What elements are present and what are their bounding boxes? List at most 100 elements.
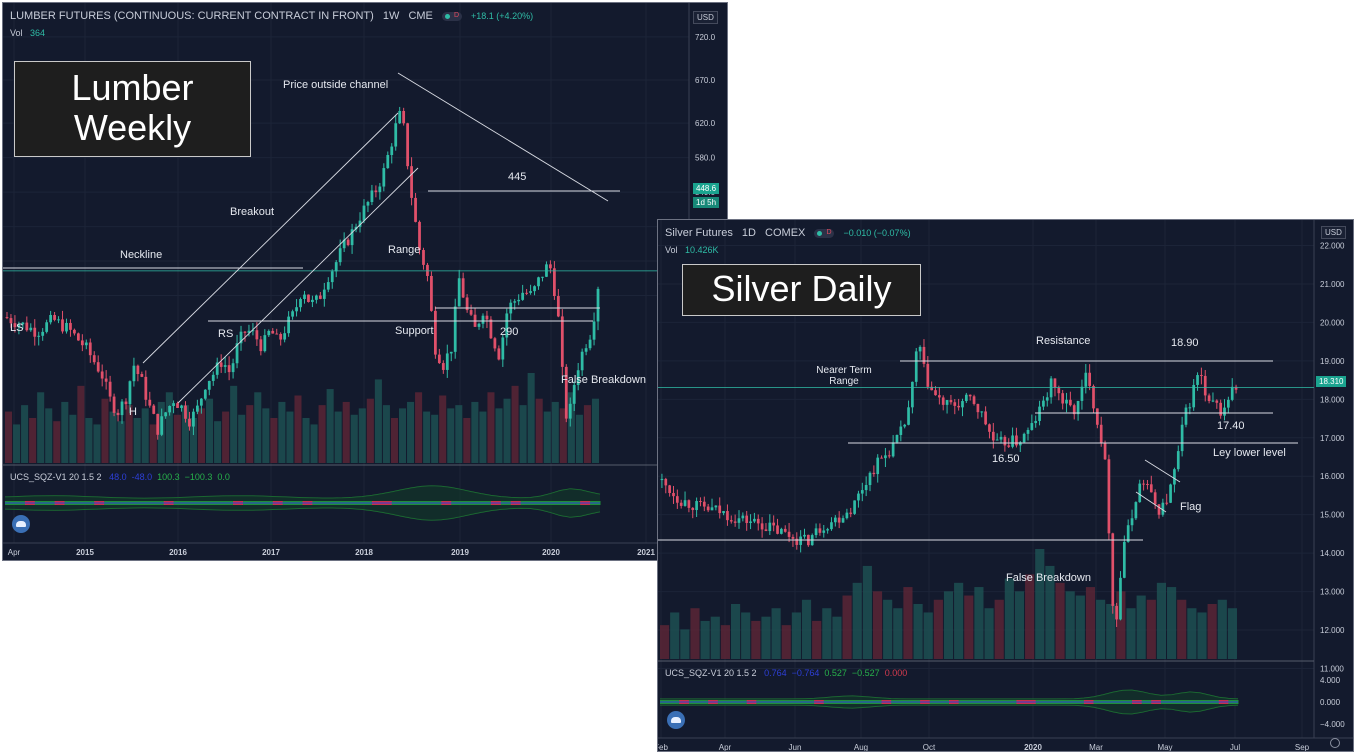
candle-body (21, 322, 25, 325)
volume-bar (1014, 591, 1025, 659)
lumber-interval[interactable]: 1W (382, 10, 400, 22)
candle-body (5, 317, 9, 319)
y-tick-label: 20.000 (1320, 318, 1345, 327)
candle-body (1003, 436, 1007, 446)
annotation-breakout: Breakout (230, 206, 274, 218)
silver-indicator-name[interactable]: UCS_SQZ-V1 20 1.5 2 (665, 668, 757, 678)
volume-bar (1116, 591, 1126, 659)
volume-bar (350, 414, 358, 463)
volume-bar (77, 385, 85, 463)
volume-bar (495, 408, 503, 463)
candle-body (76, 333, 80, 341)
candle-body (366, 202, 370, 206)
volume-bar (197, 408, 206, 463)
candle-body (259, 339, 263, 352)
candle-body (799, 536, 802, 545)
candle-body (576, 370, 580, 386)
volume-bar (1004, 578, 1014, 659)
volume-bar (1106, 604, 1116, 659)
annotation-level-1890: 18.90 (1171, 337, 1199, 349)
annotation-neckline: Neckline (120, 249, 162, 261)
volume-bar (527, 373, 535, 463)
volume-bar (1045, 565, 1055, 659)
candle-body (45, 322, 49, 332)
indicator-value: −0.527 (851, 668, 880, 678)
candle-body (1215, 400, 1219, 403)
indicator-value: 100.3 (157, 472, 180, 482)
x-tick-label: Apr (719, 743, 732, 751)
candle-body (833, 517, 837, 523)
silver-interval[interactable]: 1D (741, 227, 756, 239)
candle-body (84, 342, 88, 346)
indicator-value: 48.0 (109, 472, 127, 482)
candle-body (1219, 402, 1223, 416)
y-tick-label: 16.000 (1320, 472, 1345, 481)
volume-bar (173, 414, 181, 463)
candle-body (180, 405, 183, 408)
candle-body (1180, 424, 1184, 452)
lumber-chart-canvas[interactable]: 720.0670.0620.0580.0540.0500.0460.0420.0… (3, 3, 727, 560)
volume-bar (862, 565, 872, 659)
candle-body (402, 110, 406, 124)
annotation-ley-lower-level: Ley lower level (1213, 447, 1286, 459)
volume-bar (761, 616, 771, 659)
candle-body (776, 525, 779, 534)
candle-body (374, 190, 378, 193)
lumber-indicator-name[interactable]: UCS_SQZ-V1 20 1.5 2 (10, 472, 102, 482)
candle-body (541, 276, 544, 278)
candle-body (378, 186, 382, 193)
candle-body (1115, 605, 1118, 620)
volume-bar (872, 591, 883, 659)
volume-bar (1126, 608, 1136, 659)
candle-body (803, 534, 806, 537)
candle-body (1038, 406, 1041, 421)
x-tick-label: 2015 (76, 548, 94, 557)
candle-body (995, 439, 999, 441)
tradingview-logo-icon[interactable] (667, 711, 685, 729)
candle-body (465, 297, 469, 311)
candle-body (718, 505, 722, 514)
candle-body (706, 506, 710, 511)
candle-body (203, 389, 207, 399)
lumber-currency-button[interactable]: USD (693, 11, 718, 24)
volume-bar (964, 595, 974, 659)
candle-body (741, 515, 745, 519)
candle-body (25, 322, 29, 331)
volume-bar (1187, 608, 1197, 659)
candle-body (382, 168, 386, 187)
candle-body (207, 380, 211, 390)
candle-body (49, 315, 53, 323)
settings-gear-icon[interactable] (1330, 738, 1340, 748)
volume-bar (69, 414, 77, 463)
y-tick-label: 21.000 (1320, 280, 1345, 289)
volume-bar (318, 405, 326, 463)
candle-body (394, 123, 398, 147)
volume-bar (852, 582, 862, 659)
volume-bar (117, 421, 125, 463)
volume-bar (771, 608, 781, 659)
candle-body (164, 412, 168, 417)
volume-bar (1035, 549, 1045, 659)
tradingview-logo-icon[interactable] (12, 515, 30, 533)
candle-body (199, 398, 203, 406)
candle-body (338, 248, 342, 263)
candle-body (318, 295, 322, 299)
candle-body (53, 315, 56, 320)
candle-body (247, 330, 251, 333)
candle-body (1076, 400, 1080, 415)
candle-body (172, 403, 175, 406)
candle-body (235, 343, 239, 364)
volume-bar (286, 411, 294, 463)
x-tick-label: 2020 (1024, 743, 1042, 751)
candle-body (311, 299, 314, 303)
candle-body (845, 512, 849, 519)
candle-body (1053, 378, 1057, 388)
volume-bar (1136, 595, 1146, 659)
candle-body (251, 330, 255, 332)
silver-last-price-tag: 18.310 (1316, 376, 1347, 387)
lumber-title-line-2: Weekly (73, 107, 192, 148)
silver-chart-canvas[interactable]: 22.000 21.000 20.000 19.000 18.000 17.000 16.0… (658, 220, 1353, 751)
volume-bar (262, 408, 270, 463)
indicator-value: 0.764 (764, 668, 787, 678)
silver-currency-button[interactable]: USD (1321, 226, 1346, 239)
